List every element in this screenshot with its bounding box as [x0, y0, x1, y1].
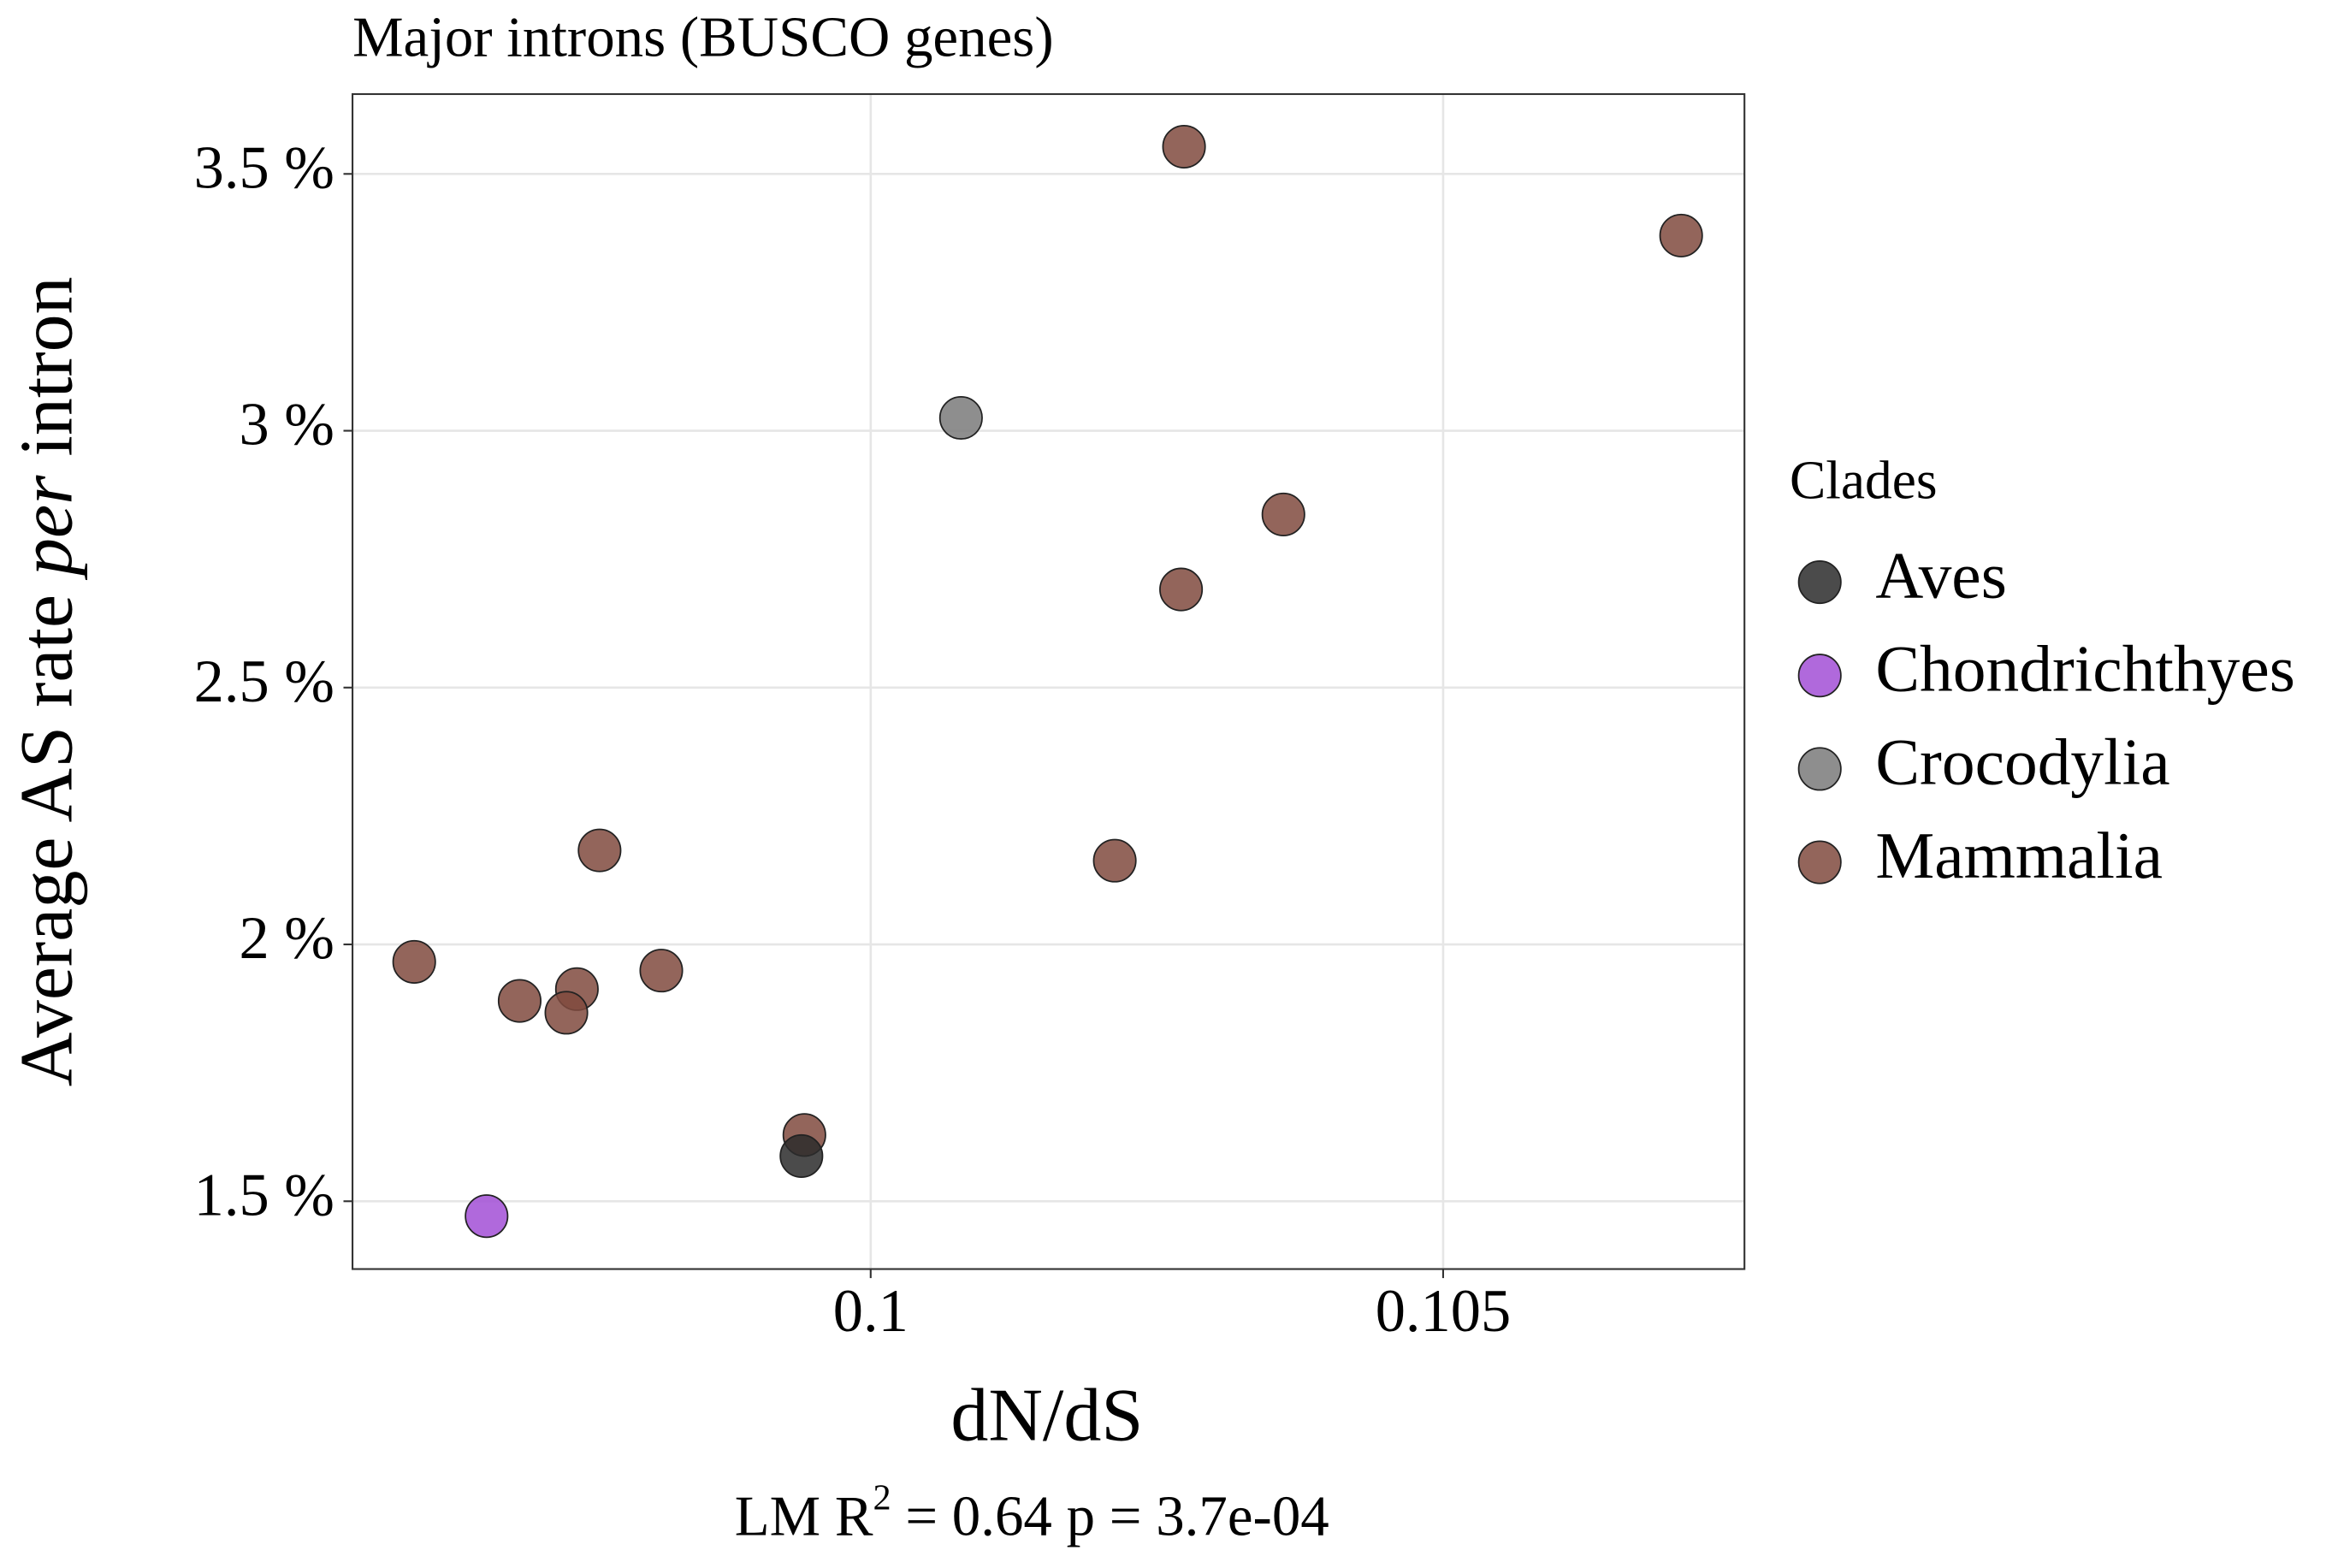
legend-marker	[1797, 840, 1842, 885]
y-tick-label: 3.5 %	[194, 134, 334, 201]
annotation-part: = 0.64 p = 3.7e-04	[891, 1485, 1329, 1548]
annotation-part: LM R	[735, 1485, 873, 1548]
data-point	[639, 949, 684, 993]
y-axis-title: Average AS rate per intron	[6, 276, 89, 1086]
data-point	[1659, 213, 1703, 257]
data-point	[938, 395, 983, 441]
legend-label: Crocodylia	[1875, 725, 2169, 799]
legend-label: Aves	[1875, 538, 2006, 612]
plot-border	[352, 92, 1746, 1270]
data-point	[544, 991, 589, 1035]
data-point	[1261, 492, 1305, 536]
x-axis-title: dN/dS	[950, 1374, 1143, 1457]
y-axis-title-part: intron	[6, 276, 89, 475]
data-point	[577, 828, 622, 873]
legend-title: Clades	[1790, 450, 1938, 510]
data-point	[1092, 838, 1137, 883]
x-tick-label: 0.1	[833, 1278, 909, 1345]
chart-title: Major introns (BUSCO genes)	[352, 5, 1054, 68]
data-point	[465, 1194, 509, 1239]
annotation: LM R2 = 0.64 p = 3.7e-04	[735, 1477, 1329, 1547]
legend-marker	[1797, 654, 1842, 698]
y-tick-label: 2 %	[239, 905, 334, 972]
data-point	[1159, 567, 1204, 612]
x-tick-label: 0.105	[1376, 1278, 1511, 1345]
legend-label: Chondrichthyes	[1875, 631, 2295, 705]
y-tick-label: 3 %	[239, 392, 334, 459]
y-axis-title-part: Average AS rate	[6, 576, 89, 1086]
legend-marker	[1797, 559, 1842, 605]
legend-marker	[1797, 747, 1842, 791]
y-tick-label: 2.5 %	[194, 648, 334, 715]
y-tick-label: 1.5 %	[194, 1162, 334, 1228]
annotation-part: 2	[873, 1477, 891, 1518]
data-point	[497, 979, 542, 1023]
data-point	[392, 939, 436, 984]
data-point	[1162, 124, 1206, 169]
data-point	[779, 1133, 824, 1178]
y-axis-title-part: per	[6, 475, 89, 581]
legend-label: Mammalia	[1875, 819, 2163, 892]
